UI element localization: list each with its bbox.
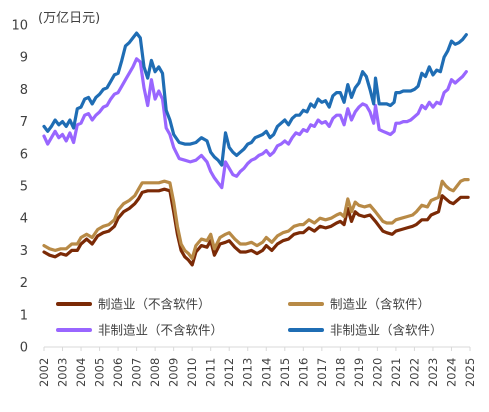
x-tick-label: 2003 — [56, 358, 70, 387]
legend: 制造业（不含软件） 制造业（含软件） 非制造业（不含软件） 非制造业（含软件） — [56, 297, 443, 338]
legend-label: 非制造业（含软件） — [330, 323, 443, 338]
x-tick-label: 2023 — [426, 358, 440, 387]
x-tick-label: 2006 — [111, 358, 125, 387]
series-line — [42, 187, 470, 267]
legend-label: 非制造业（不含软件） — [98, 323, 223, 338]
y-tick-label: 8 — [20, 83, 28, 98]
y-tick-label: 5 — [20, 180, 28, 195]
x-tick-label: 2010 — [185, 358, 199, 387]
x-tick-label: 2009 — [167, 358, 181, 387]
x-tick-label: 2011 — [204, 358, 218, 387]
y-tick-label: 0 — [20, 341, 28, 356]
x-tick-label: 2025 — [463, 358, 477, 387]
x-tick-label: 2013 — [241, 358, 255, 387]
series-line — [42, 178, 470, 260]
y-tick-label: 10 — [11, 19, 28, 34]
x-tick-label: 2012 — [222, 358, 236, 387]
legend-label: 制造业（不含软件） — [98, 297, 211, 312]
x-tick-label: 2002 — [37, 358, 51, 387]
y-tick-label: 9 — [20, 51, 28, 66]
x-tick-label: 2004 — [74, 358, 88, 387]
x-tick-label: 2019 — [352, 358, 366, 387]
x-axis-ticks: 2002 2003 2004 2005 2006 2007 2008 2009 2010 2011… — [37, 347, 477, 387]
y-axis-ticks: 0 1 2 3 4 5 6 7 8 9 10 — [11, 19, 28, 356]
series-lines — [42, 31, 470, 267]
x-tick-label: 2024 — [444, 358, 458, 387]
series-line — [42, 31, 468, 167]
x-tick-label: 2020 — [370, 358, 384, 387]
legend-label: 制造业（含软件） — [330, 297, 430, 312]
x-tick-label: 2015 — [278, 358, 292, 387]
x-tick-label: 2007 — [130, 358, 144, 387]
y-tick-label: 1 — [20, 308, 28, 323]
x-tick-label: 2017 — [315, 358, 329, 387]
x-tick-label: 2008 — [148, 358, 162, 387]
x-tick-label: 2022 — [407, 358, 421, 387]
y-tick-label: 2 — [20, 276, 28, 291]
y-tick-label: 6 — [20, 147, 28, 162]
x-tick-label: 2014 — [259, 358, 273, 387]
series-line — [42, 57, 468, 190]
x-tick-label: 2018 — [333, 358, 347, 387]
y-tick-label: 3 — [20, 244, 28, 259]
y-tick-label: 7 — [20, 115, 28, 130]
y-tick-label: 4 — [20, 212, 28, 227]
y-axis-unit-label: (万亿日元) — [38, 11, 100, 26]
x-tick-label: 2005 — [93, 358, 107, 387]
x-tick-label: 2016 — [296, 358, 310, 387]
x-tick-label: 2021 — [389, 358, 403, 387]
